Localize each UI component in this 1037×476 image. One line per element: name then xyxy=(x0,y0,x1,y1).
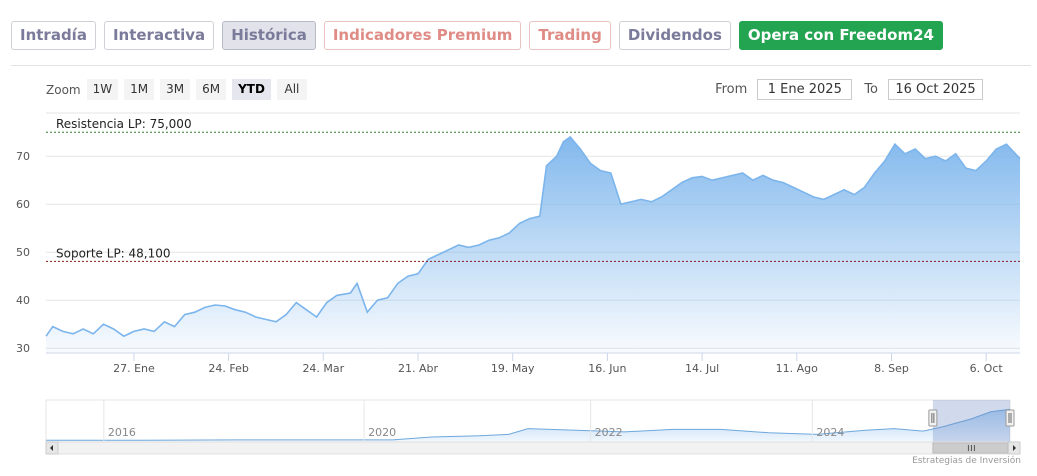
zoom-buttons: 1W 1M 3M 6M YTD All xyxy=(86,79,313,100)
zoom-1w-button[interactable]: 1W xyxy=(86,79,119,100)
zoom-ytd-button[interactable]: YTD xyxy=(232,79,271,100)
to-label: To xyxy=(864,82,878,97)
from-label: From xyxy=(715,82,748,97)
y-tick-label: 40 xyxy=(16,294,30,307)
zoom-all-button[interactable]: All xyxy=(276,79,307,100)
chevron-left-icon xyxy=(50,445,53,451)
x-tick-label: 14. Jul xyxy=(685,362,719,375)
to-date-input[interactable]: 16 Oct 2025 xyxy=(888,79,983,100)
x-tick-label: 6. Oct xyxy=(970,362,1004,375)
y-tick-label: 70 xyxy=(16,150,30,163)
tab-opera-con-freedom24[interactable]: Opera con Freedom24 xyxy=(738,21,943,50)
tab-trading[interactable]: Trading xyxy=(529,21,611,50)
chart-credit: Estrategias de Inversión xyxy=(912,456,1021,466)
navigator-handle-right[interactable] xyxy=(1005,409,1015,427)
x-tick-label: 11. Ago xyxy=(776,362,818,375)
x-tick-label: 16. Jun xyxy=(588,362,626,375)
tab-interactiva[interactable]: Interactiva xyxy=(103,21,215,50)
chart-tabs: Intradía Interactiva Histórica Indicadores … xyxy=(11,21,943,50)
navigator-selection[interactable] xyxy=(932,400,1010,442)
navigator-year-label: 2016 xyxy=(108,426,136,439)
from-date-input[interactable]: 1 Ene 2025 xyxy=(757,79,853,100)
tab-histórica[interactable]: Histórica xyxy=(222,21,316,50)
price-chart[interactable]: 30 40 50 60 70 Resistencia LP: 75,000 Soporte … xyxy=(0,100,1037,470)
zoom-3m-button[interactable]: 3M xyxy=(160,79,191,100)
x-tick-label: 24. Mar xyxy=(302,362,344,375)
zoom-selector: Zoom 1W 1M 3M 6M YTD All xyxy=(46,79,313,100)
y-tick-label: 50 xyxy=(16,246,30,259)
x-tick-label: 27. Ene xyxy=(113,362,155,375)
x-tick-label: 19. May xyxy=(491,362,535,375)
y-tick-label: 60 xyxy=(16,198,30,211)
navigator-year-label: 2020 xyxy=(368,426,396,439)
scrollbar-thumb[interactable] xyxy=(932,442,1009,454)
price-area xyxy=(46,137,1020,353)
price-line[interactable] xyxy=(45,135,1021,338)
tab-dividendos[interactable]: Dividendos xyxy=(618,21,731,50)
navigator-handle-left[interactable] xyxy=(928,409,938,427)
scrollbar-track[interactable] xyxy=(45,441,1021,455)
navigator-area xyxy=(46,409,1010,442)
chevron-right-icon xyxy=(1013,445,1016,451)
tab-indicadores-premium[interactable]: Indicadores Premium xyxy=(323,21,522,50)
x-tick-label: 24. Feb xyxy=(208,362,248,375)
zoom-label: Zoom xyxy=(46,82,81,97)
zoom-6m-button[interactable]: 6M xyxy=(196,79,227,100)
divider xyxy=(11,65,1031,66)
date-range: From 1 Ene 2025 To 16 Oct 2025 xyxy=(715,79,983,100)
x-tick-label: 8. Sep xyxy=(874,362,909,375)
navigator-year-label: 2024 xyxy=(816,426,844,439)
navigator-year-label: 2022 xyxy=(595,426,623,439)
tab-intradía[interactable]: Intradía xyxy=(11,21,96,50)
x-tick-label: 21. Abr xyxy=(398,362,438,375)
resistance-label: Resistencia LP: 75,000 xyxy=(56,117,192,131)
y-tick-label: 30 xyxy=(16,342,30,355)
support-label: Soporte LP: 48,100 xyxy=(56,246,171,260)
zoom-1m-button[interactable]: 1M xyxy=(124,79,155,100)
